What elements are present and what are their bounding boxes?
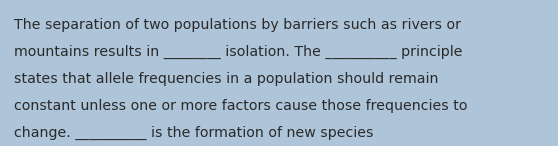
Text: states that allele frequencies in a population should remain: states that allele frequencies in a popu… (14, 72, 439, 86)
Text: The separation of two populations by barriers such as rivers or: The separation of two populations by bar… (14, 18, 461, 32)
Text: mountains results in ________ isolation. The __________ principle: mountains results in ________ isolation.… (14, 45, 463, 59)
Text: constant unless one or more factors cause those frequencies to: constant unless one or more factors caus… (14, 99, 468, 113)
Text: change. __________ is the formation of new species: change. __________ is the formation of n… (14, 126, 373, 140)
